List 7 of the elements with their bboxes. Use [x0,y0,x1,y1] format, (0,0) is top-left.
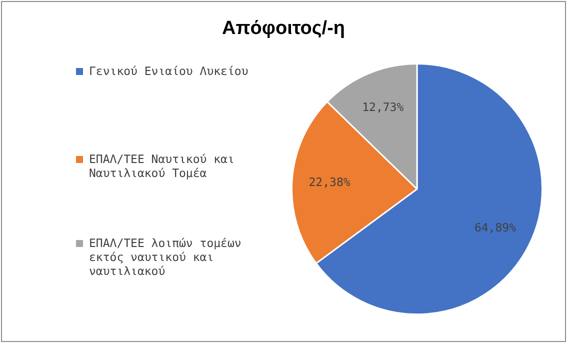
legend-label: ΕΠΑΛ/ΤΕΕ λοιπών τομέων εκτός ναυτικού και ναυτιλιακού [89,236,242,278]
chart-title: Απόφοιτος/-η [221,18,346,40]
legend-label: ΕΠΑΛ/ΤΕΕ Ναυτικού και Ναυτιλιακού Τομέα [89,152,236,180]
data-label: 22,38% [308,175,350,190]
data-label: 64,89% [474,220,516,235]
legend-label: Γενικού Ενιαίου Λυκείου [89,64,248,78]
data-label: 12,73% [362,100,404,114]
